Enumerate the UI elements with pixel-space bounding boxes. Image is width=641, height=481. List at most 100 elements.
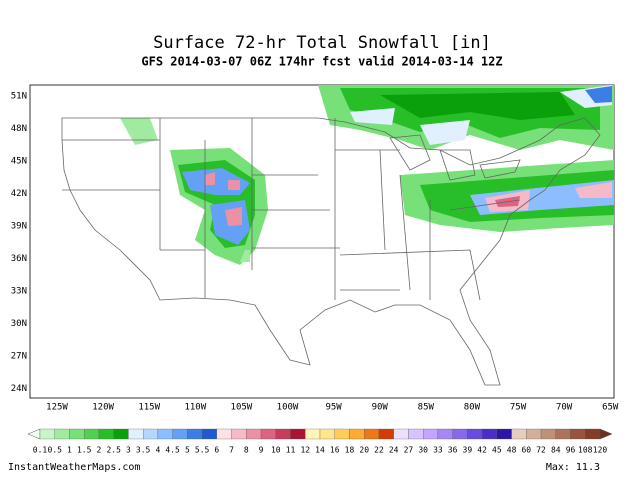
colorbar-swatch (113, 428, 129, 440)
colorbar-swatch (39, 428, 55, 440)
lon-label: 70W (556, 403, 573, 413)
colorbar-swatch (201, 428, 217, 440)
colorbar-label: 14 (315, 446, 325, 455)
colorbar-label: 1 (67, 446, 72, 455)
colorbar-swatch (349, 428, 365, 440)
colorbar-swatch (378, 428, 394, 440)
colorbar-swatch (143, 428, 159, 440)
lon-label: 95W (325, 403, 342, 413)
colorbar-label: 4 (155, 446, 160, 455)
map (29, 84, 615, 399)
colorbar-label: 5.5 (195, 446, 210, 455)
lat-label: 36N (11, 254, 27, 264)
colorbar-swatch (540, 428, 556, 440)
colorbar-label: 96 (566, 446, 576, 455)
colorbar-label: 7 (229, 446, 234, 455)
lat-label: 30N (11, 319, 27, 329)
colorbar-swatch (319, 428, 335, 440)
colorbar-swatch (452, 428, 468, 440)
colorbar-swatch (290, 428, 306, 440)
colorbar-swatch (187, 428, 203, 440)
colorbar-label: 20 (359, 446, 369, 455)
colorbar-swatch (305, 428, 321, 440)
colorbar-label: 120 (593, 446, 608, 455)
colorbar-label: 36 (448, 446, 458, 455)
colorbar-swatch (467, 428, 483, 440)
colorbar-swatch (334, 428, 350, 440)
lat-label: 24N (11, 384, 27, 394)
source: InstantWeatherMaps.com (8, 462, 140, 473)
colorbar-label: 9 (259, 446, 264, 455)
colorbar-swatch (364, 428, 380, 440)
lon-label: 100W (277, 403, 299, 413)
colorbar-swatch (526, 428, 542, 440)
colorbar-swatch (54, 428, 70, 440)
colorbar-swatch (481, 428, 497, 440)
colorbar-label: 0.5 (48, 446, 63, 455)
colorbar-label: 48 (507, 446, 517, 455)
lon-label: 85W (418, 403, 435, 413)
lon-label: 80W (464, 403, 481, 413)
colorbar-label: 4.5 (165, 446, 180, 455)
colorbar-swatch (246, 428, 262, 440)
colorbar-label: 18 (345, 446, 355, 455)
colorbar-swatch (69, 428, 85, 440)
subtitle: GFS 2014-03-07 06Z 174hr fcst valid 2014… (141, 55, 502, 69)
lat-label: 33N (11, 287, 27, 297)
colorbar-label: 39 (463, 446, 473, 455)
max-value: Max: 11.3 (546, 462, 600, 473)
colorbar-over (599, 428, 613, 440)
colorbar-label: 8 (244, 446, 249, 455)
colorbar-label: 27 (404, 446, 414, 455)
lat-label: 27N (11, 352, 27, 362)
colorbar-label: 24 (389, 446, 399, 455)
colorbar-swatch (157, 428, 173, 440)
colorbar-swatch (260, 428, 276, 440)
colorbar-label: 10 (271, 446, 281, 455)
lon-label: 65W (602, 403, 619, 413)
colorbar-swatch (84, 428, 100, 440)
title: Surface 72-hr Total Snowfall [in] (153, 33, 491, 53)
lon-label: 125W (46, 403, 68, 413)
colorbar-swatch (423, 428, 439, 440)
colorbar-label: 42 (477, 446, 487, 455)
colorbar-label: 0.1 (33, 446, 48, 455)
colorbar-label: 108 (578, 446, 593, 455)
colorbar-label: 60 (521, 446, 531, 455)
lon-label: 105W (231, 403, 253, 413)
colorbar-swatch (585, 428, 601, 440)
colorbar-label: 6 (214, 446, 219, 455)
lon-label: 115W (138, 403, 160, 413)
colorbar-label: 2.5 (106, 446, 121, 455)
colorbar-label: 2 (97, 446, 102, 455)
colorbar-label: 3 (126, 446, 131, 455)
colorbar-label: 1.5 (77, 446, 92, 455)
lon-label: 110W (184, 403, 206, 413)
colorbar-swatch (511, 428, 527, 440)
colorbar-swatch (275, 428, 291, 440)
colorbar-swatch (128, 428, 144, 440)
lat-label: 51N (11, 92, 27, 102)
colorbar-swatch (393, 428, 409, 440)
lat-label: 45N (11, 157, 27, 167)
colorbar-swatch (231, 428, 247, 440)
colorbar-swatch (408, 428, 424, 440)
colorbar-swatch (98, 428, 114, 440)
colorbar-label: 72 (536, 446, 546, 455)
colorbar-label: 3.5 (136, 446, 151, 455)
colorbar-label: 30 (418, 446, 428, 455)
colorbar-swatch (570, 428, 586, 440)
colorbar-swatch (437, 428, 453, 440)
colorbar-label: 11 (286, 446, 296, 455)
colorbar-swatch (555, 428, 571, 440)
colorbar-label: 22 (374, 446, 384, 455)
colorbar-label: 16 (330, 446, 340, 455)
colorbar-swatch (496, 428, 512, 440)
lon-label: 120W (92, 403, 114, 413)
colorbar-swatch (216, 428, 232, 440)
lat-label: 39N (11, 222, 27, 232)
colorbar-under (27, 428, 41, 440)
lat-label: 42N (11, 189, 27, 199)
colorbar-swatch (172, 428, 188, 440)
